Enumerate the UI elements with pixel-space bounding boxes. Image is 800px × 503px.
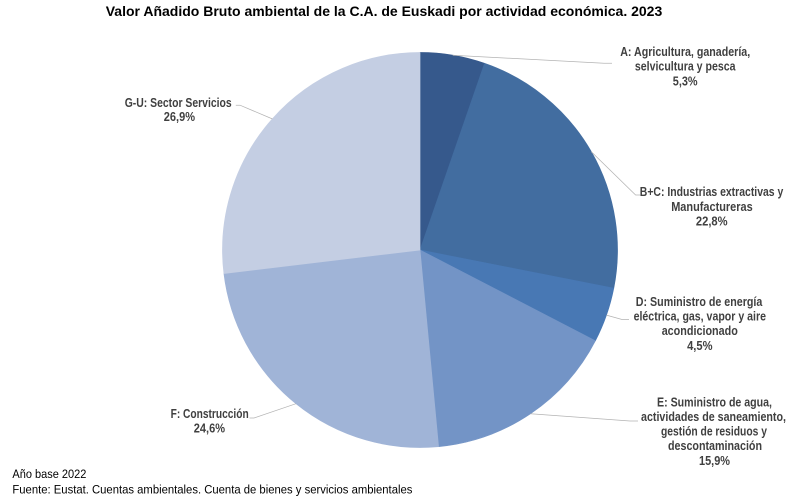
svg-text:gestión de residuos y: gestión de residuos y	[661, 425, 767, 439]
svg-text:G-U: Sector Servicios: G-U: Sector Servicios	[125, 96, 232, 110]
svg-text:A: Agricultura, ganadería,: A: Agricultura, ganadería,	[620, 45, 750, 59]
svg-text:acondicionado: acondicionado	[662, 324, 738, 338]
svg-text:selvicultura y pesca: selvicultura y pesca	[635, 60, 736, 74]
svg-text:eléctrica, gas, vapor y aire: eléctrica, gas, vapor y aire	[634, 310, 766, 324]
svg-text:F: Construcción: F: Construcción	[171, 407, 249, 421]
svg-text:descontaminación: descontaminación	[668, 439, 762, 453]
svg-text:E: Suministro de agua,: E: Suministro de agua,	[657, 395, 772, 409]
svg-text:5,3%: 5,3%	[673, 74, 698, 88]
svg-text:Fuente: Eustat. Cuentas ambien: Fuente: Eustat. Cuentas ambientales. Cue…	[12, 483, 412, 497]
svg-text:4,5%: 4,5%	[687, 339, 712, 353]
svg-text:Año base 2022: Año base 2022	[12, 467, 86, 481]
svg-text:Manufactureras: Manufactureras	[671, 200, 753, 214]
svg-text:Valor Añadido Bruto ambiental: Valor Añadido Bruto ambiental de la C.A.…	[106, 3, 663, 19]
svg-text:15,9%: 15,9%	[699, 454, 730, 468]
svg-text:B+C: Industrias extractivas y: B+C: Industrias extractivas y	[640, 185, 784, 199]
svg-text:22,8%: 22,8%	[696, 214, 728, 228]
svg-text:24,6%: 24,6%	[194, 421, 225, 435]
svg-text:D: Suministro de energía: D: Suministro de energía	[636, 295, 763, 309]
svg-text:26,9%: 26,9%	[164, 110, 195, 124]
svg-text:actividades de saneamiento,: actividades de saneamiento,	[641, 410, 786, 424]
